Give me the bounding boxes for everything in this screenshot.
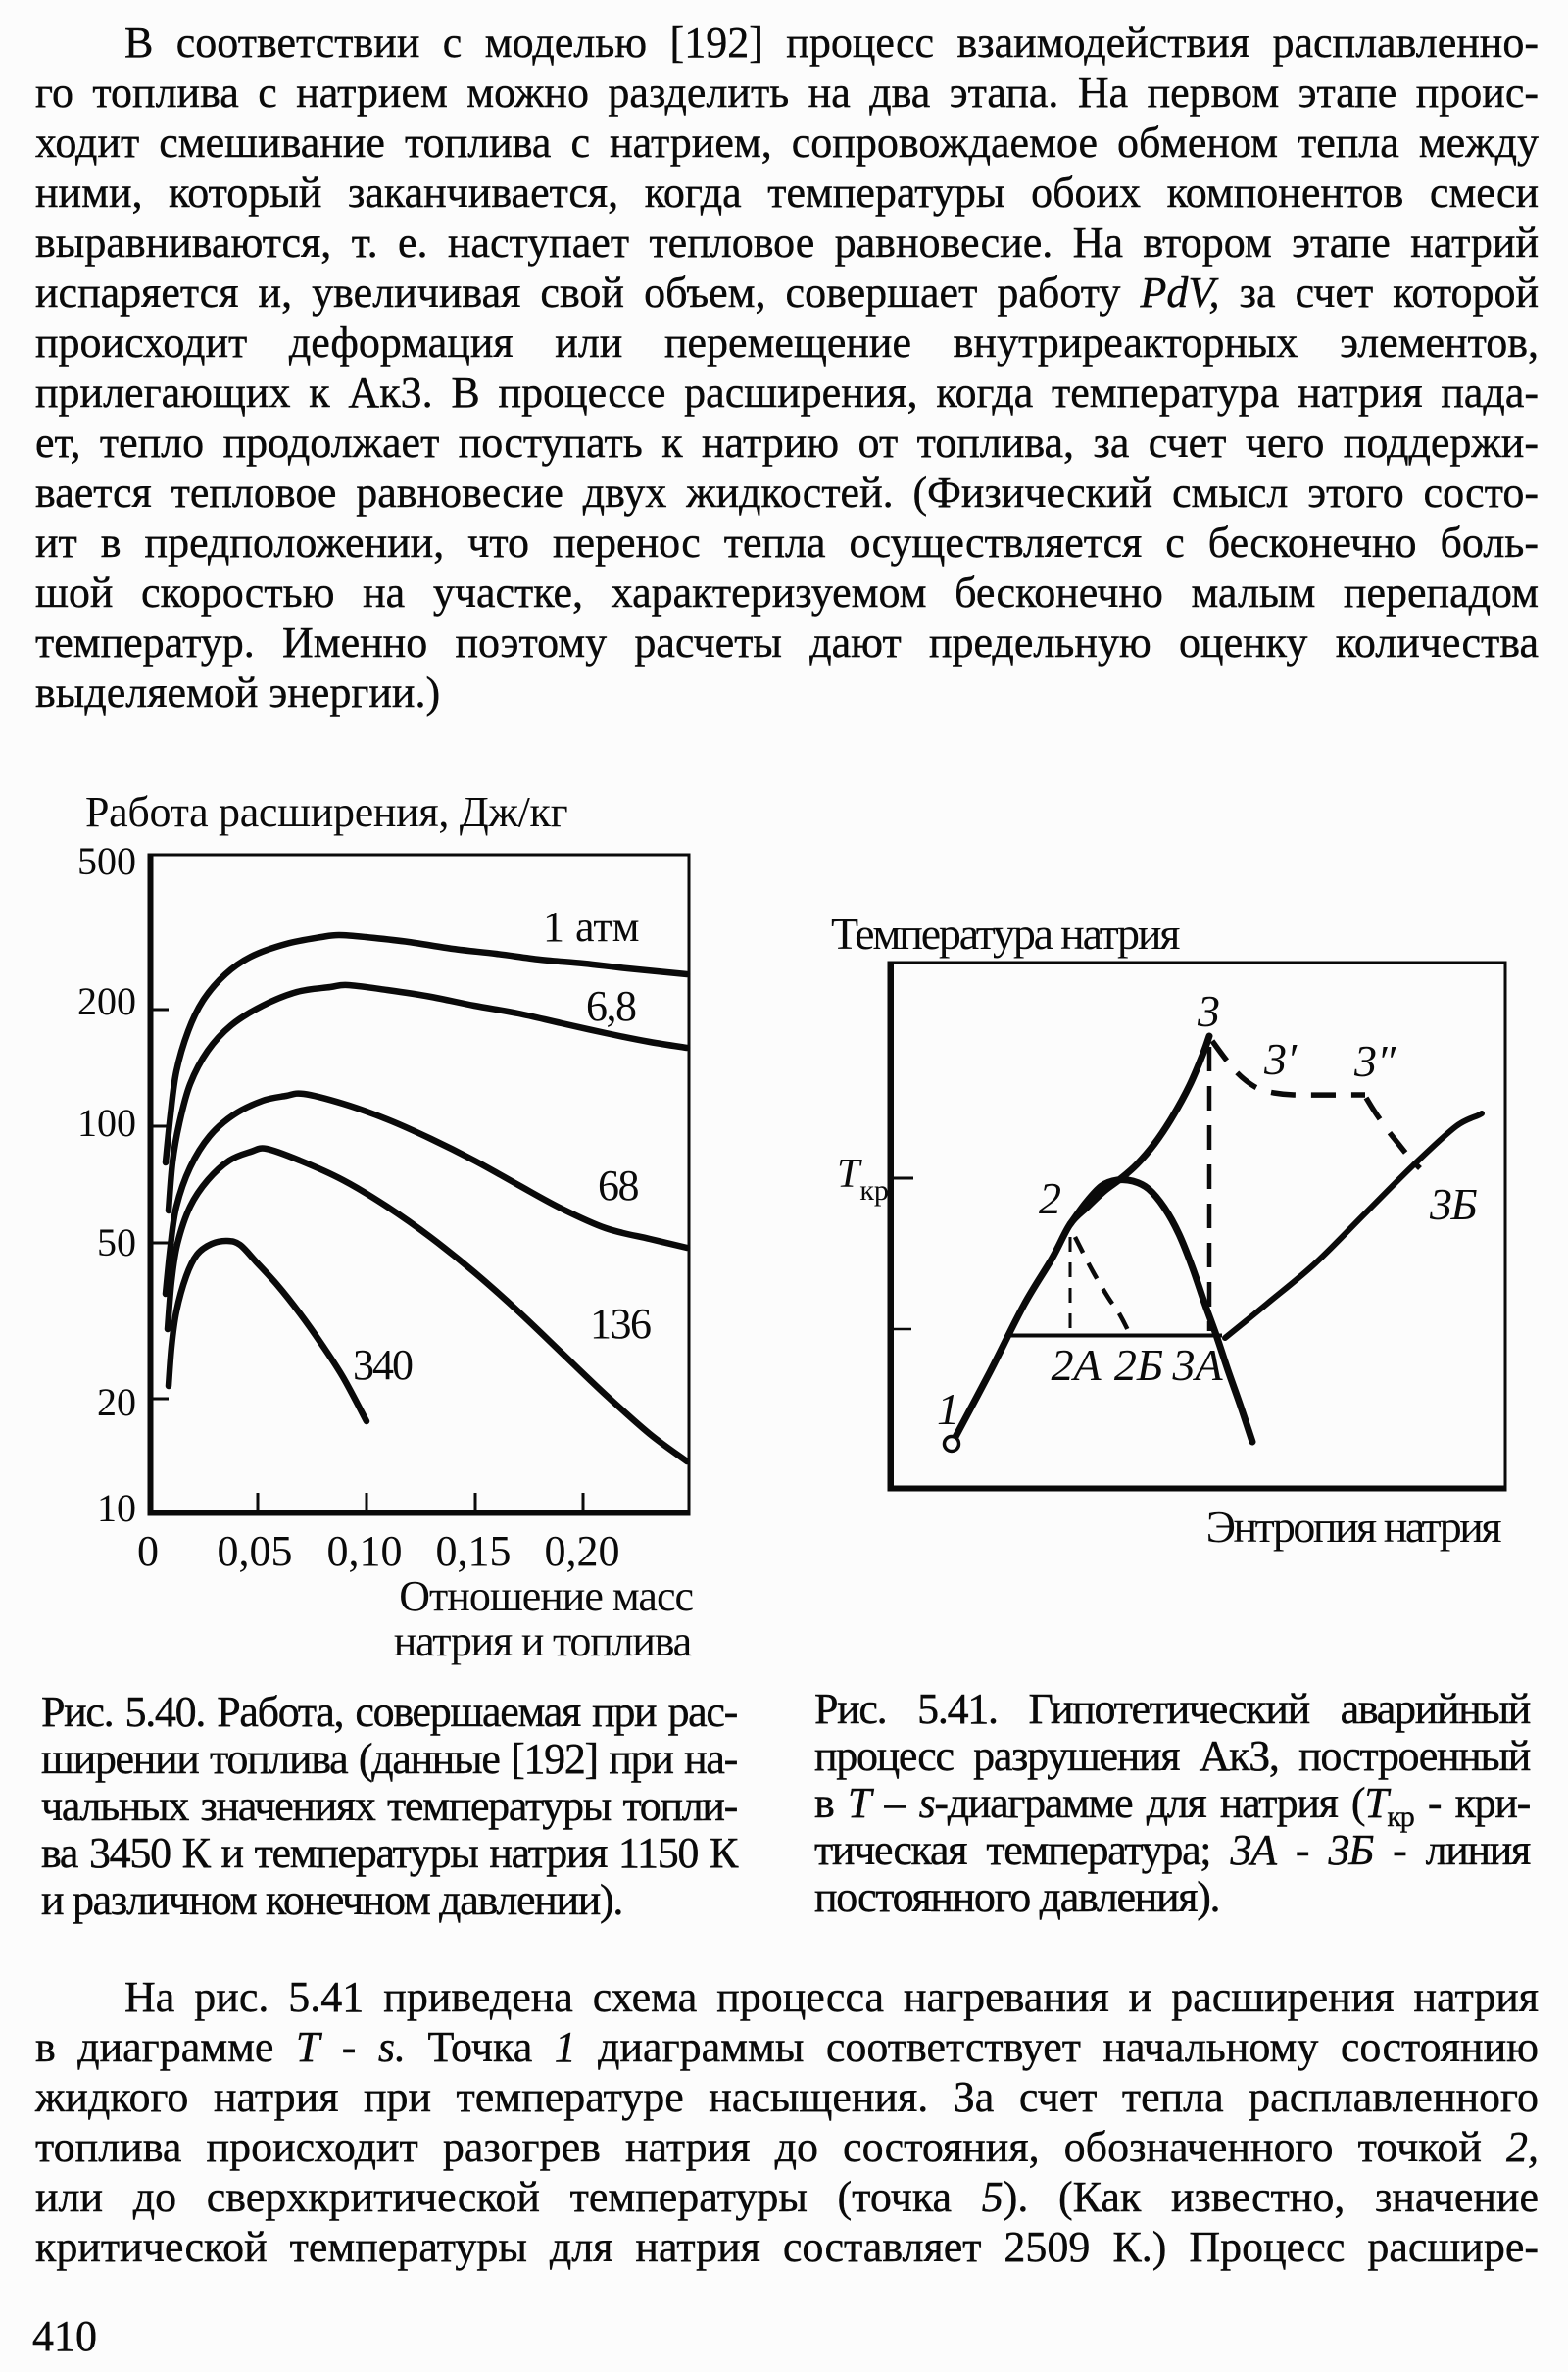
svg-text:0,15: 0,15 xyxy=(436,1527,512,1575)
svg-text:2Б: 2Б xyxy=(1114,1340,1163,1390)
svg-text:Отношение масс: Отношение масс xyxy=(399,1572,693,1620)
svg-text:0,10: 0,10 xyxy=(327,1527,403,1575)
svg-text:3′: 3′ xyxy=(1263,1034,1298,1084)
svg-text:Температура натрия: Температура натрия xyxy=(831,909,1180,959)
svg-text:Tкр: Tкр xyxy=(837,1152,889,1207)
svg-text:10: 10 xyxy=(97,1486,136,1530)
svg-text:500: 500 xyxy=(77,839,136,883)
svg-text:2: 2 xyxy=(1039,1173,1061,1223)
svg-text:0,05: 0,05 xyxy=(218,1527,293,1575)
svg-text:натрия и топлива: натрия и топлива xyxy=(394,1617,692,1665)
svg-text:6,8: 6,8 xyxy=(586,982,636,1030)
svg-text:3Б: 3Б xyxy=(1429,1179,1478,1229)
svg-text:1: 1 xyxy=(937,1384,959,1434)
svg-text:68: 68 xyxy=(598,1161,639,1210)
svg-text:340: 340 xyxy=(353,1341,413,1389)
svg-text:3″: 3″ xyxy=(1353,1036,1396,1086)
svg-text:50: 50 xyxy=(97,1220,136,1264)
svg-text:0: 0 xyxy=(137,1527,159,1575)
svg-text:200: 200 xyxy=(77,979,136,1023)
svg-text:Энтропия натрия: Энтропия натрия xyxy=(1206,1502,1502,1552)
svg-text:2А: 2А xyxy=(1051,1340,1102,1390)
svg-text:136: 136 xyxy=(590,1300,651,1348)
svg-text:0,20: 0,20 xyxy=(545,1527,620,1575)
svg-text:3: 3 xyxy=(1197,986,1220,1036)
svg-text:3А: 3А xyxy=(1171,1340,1223,1390)
svg-text:20: 20 xyxy=(97,1380,136,1424)
svg-text:100: 100 xyxy=(77,1101,136,1145)
svg-text:Работа расширения, Дж/кг: Работа расширения, Дж/кг xyxy=(85,788,567,836)
svg-text:1 атм: 1 атм xyxy=(543,903,639,951)
